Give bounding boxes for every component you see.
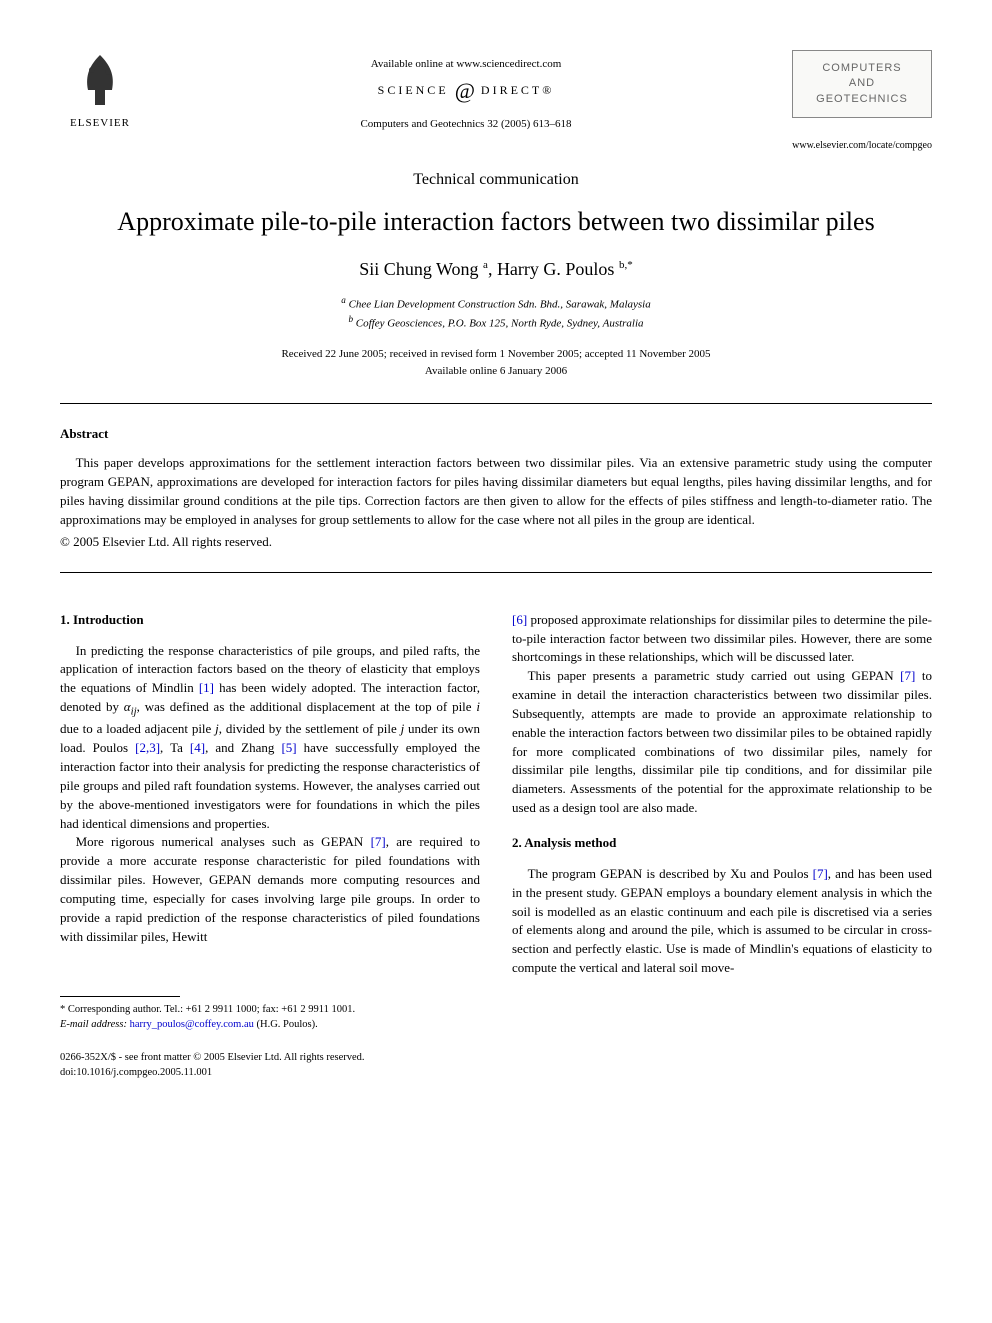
science-direct-logo: SCIENCE @ DIRECT®: [140, 78, 792, 104]
s1p1-d: due to a loaded adjacent pile: [60, 721, 215, 736]
author-2: Harry G. Poulos: [497, 259, 615, 279]
affil-b-text: Coffey Geosciences, P.O. Box 125, North …: [356, 318, 644, 330]
s1p2-c: proposed approximate relationships for d…: [512, 612, 932, 665]
abstract-section: Abstract This paper develops approximati…: [60, 426, 932, 549]
sd-right: DIRECT®: [481, 83, 554, 97]
page-header: ELSEVIER Available online at www.science…: [60, 50, 932, 130]
pile-i: i: [476, 699, 480, 714]
journal-box-line1: COMPUTERS: [801, 61, 923, 76]
ref-7-link-c[interactable]: [7]: [813, 866, 828, 881]
ref-5-link[interactable]: [5]: [281, 740, 296, 755]
s1p1-c: , was defined as the additional displace…: [137, 699, 477, 714]
abstract-heading: Abstract: [60, 426, 932, 442]
journal-box-line3: GEOTECHNICS: [801, 92, 923, 107]
body-columns: 1. Introduction In predicting the respon…: [60, 611, 932, 1081]
corr-email-link[interactable]: harry_poulos@coffey.com.au: [130, 1019, 254, 1030]
s1-para-2: More rigorous numerical analyses such as…: [60, 833, 480, 946]
email-paren: (H.G. Poulos).: [257, 1019, 318, 1030]
affiliations: a Chee Lian Development Construction Sdn…: [60, 294, 932, 332]
s2p1-b: , and has been used in the present study…: [512, 866, 932, 975]
journal-cover-box: COMPUTERS AND GEOTECHNICS: [792, 50, 932, 118]
sd-at-icon: @: [455, 78, 475, 103]
footnote-rule: [60, 996, 180, 997]
footer-meta: 0266-352X/$ - see front matter © 2005 El…: [60, 1051, 480, 1080]
s1p1-g: , Ta: [160, 740, 190, 755]
ref-6-link[interactable]: [6]: [512, 612, 527, 627]
journal-url[interactable]: www.elsevier.com/locate/compgeo: [60, 140, 932, 151]
abstract-text: This paper develops approximations for t…: [60, 454, 932, 529]
corresponding-author-footnote: * Corresponding author. Tel.: +61 2 9911…: [60, 1003, 480, 1032]
affil-a-sup: a: [341, 295, 346, 305]
section-2-heading: 2. Analysis method: [512, 834, 932, 853]
section-1-heading: 1. Introduction: [60, 611, 480, 630]
article-type: Technical communication: [60, 171, 932, 189]
elsevier-label: ELSEVIER: [60, 117, 140, 129]
s2p1-a: The program GEPAN is described by Xu and…: [528, 866, 813, 881]
journal-reference: Computers and Geotechnics 32 (2005) 613–…: [140, 118, 792, 130]
alpha-symbol: α: [124, 699, 131, 714]
ref-7-link-a[interactable]: [7]: [371, 834, 386, 849]
s1-para-2-cont: [6] proposed approximate relationships f…: [512, 611, 932, 668]
article-dates: Received 22 June 2005; received in revis…: [60, 346, 932, 379]
author-1: Sii Chung Wong: [359, 259, 478, 279]
footer-line2: doi:10.1016/j.compgeo.2005.11.001: [60, 1066, 480, 1081]
ref-4-link[interactable]: [4]: [190, 740, 205, 755]
s1p2-a: More rigorous numerical analyses such as…: [76, 834, 371, 849]
rule-below-abstract: [60, 572, 932, 573]
s1-para-3: This paper presents a parametric study c…: [512, 667, 932, 818]
email-label: E-mail address:: [60, 1019, 127, 1030]
dates-line1: Received 22 June 2005; received in revis…: [60, 346, 932, 363]
ref-7-link-b[interactable]: [7]: [900, 668, 915, 683]
s2-para-1: The program GEPAN is described by Xu and…: [512, 865, 932, 978]
right-column: [6] proposed approximate relationships f…: [512, 611, 932, 1081]
rule-above-abstract: [60, 403, 932, 404]
abstract-copyright: © 2005 Elsevier Ltd. All rights reserved…: [60, 534, 932, 550]
ref-1-link[interactable]: [1]: [199, 680, 214, 695]
elsevier-logo: ELSEVIER: [60, 50, 140, 129]
journal-box-wrap: COMPUTERS AND GEOTECHNICS: [792, 50, 932, 118]
corr-star: *: [60, 1004, 65, 1015]
s1p2-b: , are required to provide a more accurat…: [60, 834, 480, 943]
corr-text: Corresponding author. Tel.: +61 2 9911 1…: [68, 1004, 355, 1015]
affil-b-sup: b: [348, 314, 353, 324]
ref-23-link[interactable]: [2,3]: [135, 740, 160, 755]
author-2-affil-sup: b,*: [619, 259, 633, 271]
s1p3-b: to examine in detail the interaction cha…: [512, 668, 932, 815]
affil-a-text: Chee Lian Development Construction Sdn. …: [349, 299, 651, 311]
available-online-text: Available online at www.sciencedirect.co…: [140, 58, 792, 70]
s1p3-a: This paper presents a parametric study c…: [528, 668, 901, 683]
left-column: 1. Introduction In predicting the respon…: [60, 611, 480, 1081]
article-title: Approximate pile-to-pile interaction fac…: [60, 207, 932, 237]
journal-box-line2: AND: [801, 76, 923, 91]
affiliation-b: b Coffey Geosciences, P.O. Box 125, Nort…: [60, 313, 932, 332]
s1p1-h: , and Zhang: [205, 740, 281, 755]
footer-line1: 0266-352X/$ - see front matter © 2005 El…: [60, 1051, 480, 1066]
center-header: Available online at www.sciencedirect.co…: [140, 50, 792, 130]
s1-para-1: In predicting the response characteristi…: [60, 642, 480, 834]
author-1-affil-sup: a: [483, 259, 488, 271]
authors: Sii Chung Wong a, Harry G. Poulos b,*: [60, 259, 932, 280]
affiliation-a: a Chee Lian Development Construction Sdn…: [60, 294, 932, 313]
sd-left: SCIENCE: [378, 83, 449, 97]
s1p1-e: , divided by the settlement of pile: [219, 721, 401, 736]
elsevier-tree-icon: [70, 50, 130, 110]
dates-line2: Available online 6 January 2006: [60, 363, 932, 380]
